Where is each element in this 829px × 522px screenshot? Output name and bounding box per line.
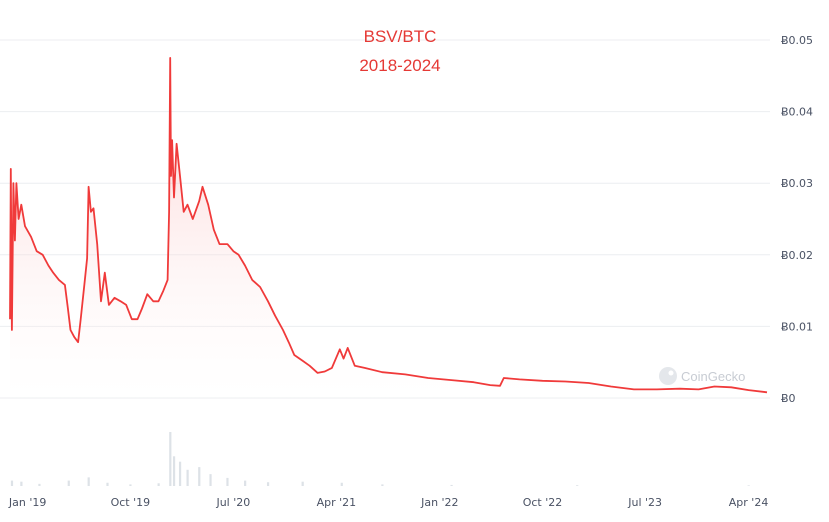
- area-fill: [10, 57, 767, 399]
- volume-bar: [186, 469, 189, 486]
- volume-bar: [576, 485, 579, 486]
- price-area: [9, 57, 768, 399]
- y-tick-label: Ƀ0: [781, 392, 796, 405]
- coingecko-logo-icon: [659, 367, 677, 385]
- volume-bar: [226, 477, 229, 486]
- volume-bar: [10, 480, 14, 486]
- y-tick-label: Ƀ0.03: [781, 177, 813, 190]
- volume-bar: [266, 482, 270, 486]
- coingecko-watermark: CoinGecko: [659, 367, 745, 385]
- volume-bar: [38, 483, 41, 486]
- volume-bar: [198, 467, 201, 486]
- volume-bar: [244, 480, 247, 486]
- volume-bars: [10, 432, 750, 486]
- volume-bar: [178, 461, 182, 486]
- volume-bar: [450, 484, 453, 486]
- x-tick-label: Apr '24: [729, 496, 769, 509]
- y-tick-label: Ƀ0.05: [781, 34, 813, 47]
- volume-bar: [106, 482, 109, 486]
- volume-bar: [169, 432, 172, 486]
- volume-bar: [340, 482, 343, 486]
- volume-bar: [20, 481, 23, 486]
- x-tick-label: Oct '19: [111, 496, 151, 509]
- y-tick-label: Ƀ0.02: [781, 249, 813, 262]
- volume-bar: [301, 481, 304, 486]
- chart-subtitle: 2018-2024: [359, 56, 440, 75]
- series-line: [9, 57, 768, 394]
- watermark-text: CoinGecko: [681, 369, 745, 384]
- x-tick-label: Jul '20: [215, 496, 250, 509]
- chart-title: BSV/BTC: [364, 27, 437, 46]
- x-tick-label: Oct '22: [523, 496, 563, 509]
- volume-bar: [747, 485, 750, 486]
- y-axis: Ƀ0 Ƀ0.01 Ƀ0.02 Ƀ0.03 Ƀ0.04 Ƀ0.05: [781, 34, 813, 405]
- volume-bar: [381, 484, 384, 486]
- x-axis: Jan '19 Oct '19 Jul '20 Apr '21 Jan '22 Oct '…: [8, 496, 768, 509]
- volume-bar: [209, 474, 212, 486]
- volume-bar: [87, 477, 90, 486]
- x-tick-label: Jan '22: [420, 496, 458, 509]
- x-tick-label: Apr '21: [317, 496, 357, 509]
- volume-bar: [67, 480, 70, 486]
- volume-bar: [172, 456, 176, 486]
- volume-bar: [129, 484, 132, 486]
- y-tick-label: Ƀ0.04: [781, 106, 813, 119]
- y-tick-label: Ƀ0.01: [781, 320, 813, 333]
- x-tick-label: Jan '19: [8, 496, 46, 509]
- volume-bar: [157, 483, 160, 486]
- coingecko-logo-eye-icon: [668, 370, 674, 376]
- x-tick-label: Jul '23: [627, 496, 662, 509]
